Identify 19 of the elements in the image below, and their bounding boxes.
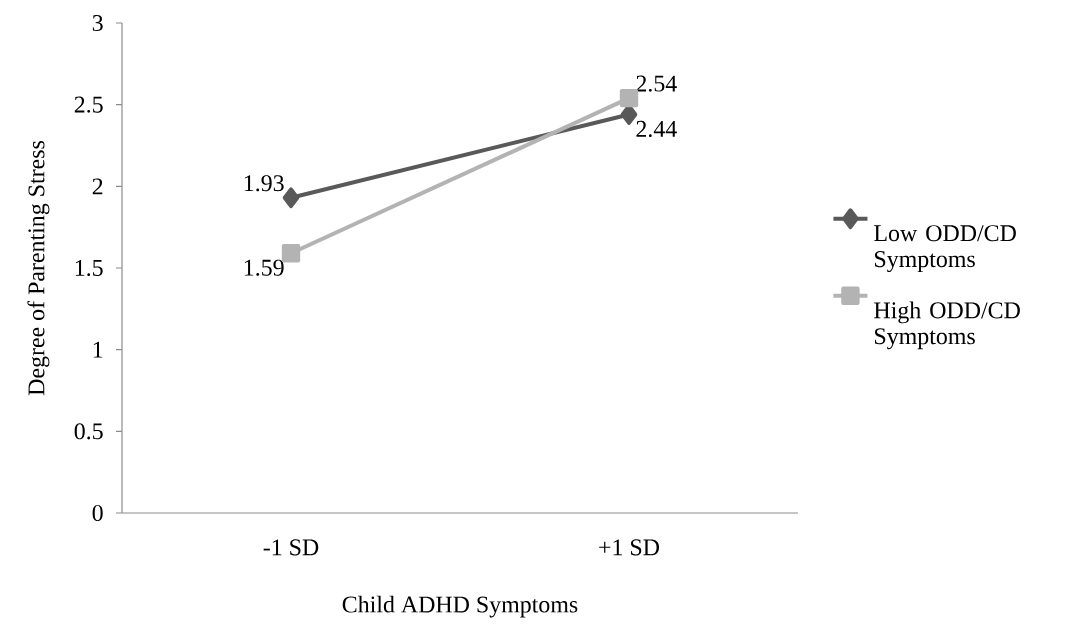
y-tick-label: 3 [92,14,103,32]
y-tick-label: 0 [92,504,103,522]
legend-label: High ODD/CD Symptoms [874,301,1020,350]
y-tick-label: 2.5 [74,96,103,113]
y-tick-label: 2 [92,178,103,195]
data-label: 2.44 [636,120,677,138]
point [282,187,300,209]
data-label: 2.54 [636,75,677,92]
legend-label: Low ODD/CD Symptoms [874,225,1016,273]
y-tick-label: 1.5 [75,259,103,277]
x-tick-label: -1 SD [263,539,319,556]
y-axis-title: Degree of Parenting Stress [27,141,50,396]
data-label: 1.59 [244,259,284,276]
data-label: 1.93 [244,175,284,192]
y-tick-label: 0.5 [74,423,103,440]
x-axis-title: Child ADHD Symptoms [342,595,578,618]
x-tick-label: +1 SD [599,539,660,556]
point [620,104,638,125]
y-tick-label: 1 [93,341,103,358]
